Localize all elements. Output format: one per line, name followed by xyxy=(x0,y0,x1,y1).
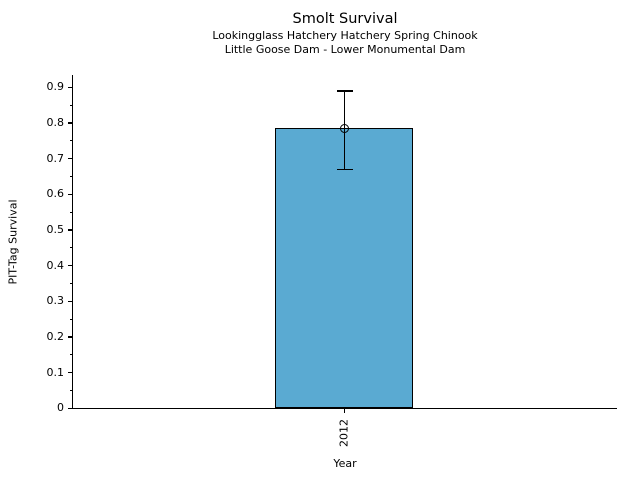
y-tick-label: 0.9 xyxy=(46,80,65,93)
y-major-tick xyxy=(68,193,73,195)
y-axis-label: PIT-Tag Survival xyxy=(6,199,20,285)
y-minor-tick xyxy=(70,354,73,355)
chart-title: Smolt Survival xyxy=(292,11,398,27)
x-tick-2012 xyxy=(344,409,346,413)
y-major-tick xyxy=(68,300,73,302)
y-major-tick xyxy=(68,407,73,409)
y-tick-label: 0.5 xyxy=(46,223,65,236)
y-major-tick xyxy=(68,158,73,160)
error-bar-cap-bottom xyxy=(337,168,353,170)
y-minor-tick xyxy=(70,319,73,320)
y-axis-line xyxy=(72,75,74,409)
y-minor-tick xyxy=(70,105,73,106)
y-major-tick xyxy=(68,372,73,374)
y-minor-tick xyxy=(70,247,73,248)
y-tick-label: 0.2 xyxy=(46,330,65,343)
x-tick-label-2012: 2012 xyxy=(337,419,351,447)
y-minor-tick xyxy=(70,212,73,213)
y-tick-label: 0.3 xyxy=(46,294,65,307)
y-tick-label: 0.6 xyxy=(46,187,65,200)
y-major-tick xyxy=(68,336,73,338)
bar-2012 xyxy=(275,128,413,409)
y-minor-tick xyxy=(70,176,73,177)
x-axis-label: Year xyxy=(333,457,357,470)
x-axis-line xyxy=(72,408,617,410)
y-major-tick xyxy=(68,265,73,267)
chart-subtitle-line2: Little Goose Dam - Lower Monumental Dam xyxy=(224,43,466,56)
y-major-tick xyxy=(68,86,73,88)
data-point-marker xyxy=(340,123,349,133)
y-major-tick xyxy=(68,122,73,124)
error-bar-cap-top xyxy=(337,90,353,92)
y-tick-label: 0.4 xyxy=(46,258,65,272)
y-minor-tick xyxy=(70,140,73,141)
chart-subtitle-line1: Lookingglass Hatchery Hatchery Spring Ch… xyxy=(212,29,478,42)
y-major-tick xyxy=(68,229,73,231)
y-minor-tick xyxy=(70,283,73,284)
y-tick-label: 0.7 xyxy=(46,151,65,165)
y-tick-label: 0.8 xyxy=(46,116,65,129)
y-minor-tick xyxy=(70,390,73,391)
y-tick-label: 0 xyxy=(57,401,64,414)
y-tick-label: 0.1 xyxy=(46,365,65,379)
